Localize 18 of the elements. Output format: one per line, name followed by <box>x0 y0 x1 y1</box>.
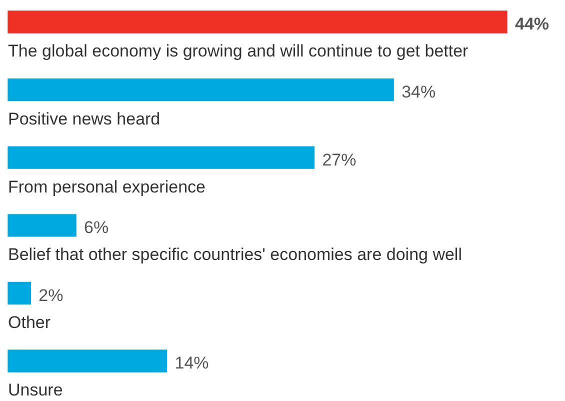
data-label: 6% <box>84 218 109 238</box>
bar <box>8 282 32 305</box>
y-tick-label: The global economy is growing and will continue to get better <box>8 42 469 61</box>
bar <box>8 214 76 237</box>
y-tick-label: Belief that other specific countries' economies are doing well <box>8 245 462 264</box>
data-label: 34% <box>402 82 436 102</box>
y-tick-label: Unsure <box>8 380 63 400</box>
bar <box>8 350 168 372</box>
y-tick-label: From personal experience <box>8 177 206 196</box>
data-label: 14% <box>174 354 209 373</box>
data-label: 44% <box>515 14 550 34</box>
bar <box>8 146 315 169</box>
y-tick-label: Other <box>8 312 51 332</box>
y-tick-label: Positive news heard <box>8 109 160 128</box>
data-label: 27% <box>322 150 356 170</box>
bar <box>8 10 508 34</box>
data-label: 2% <box>38 286 64 305</box>
bar <box>8 78 394 102</box>
